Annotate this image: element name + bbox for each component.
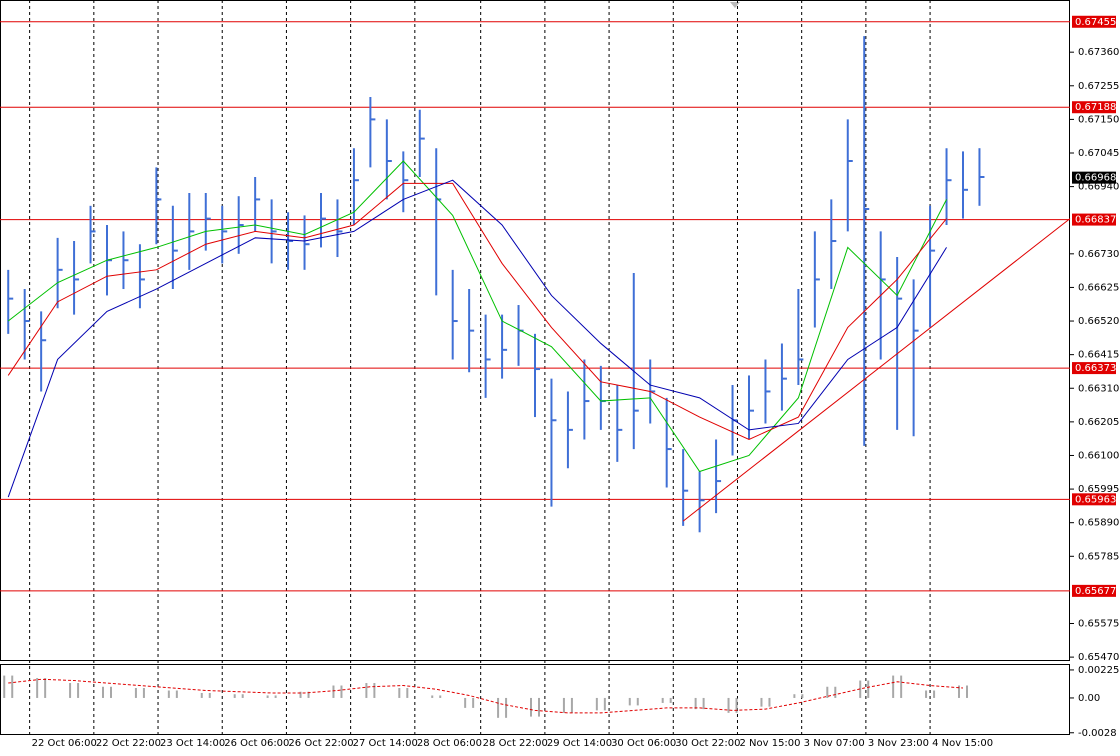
y-tick-label: 0.66730 — [1078, 249, 1119, 260]
level-label: 0.66837 — [1075, 215, 1116, 226]
y-tick-label: 0.67150 — [1078, 114, 1119, 125]
x-tick-label: 28 Oct 22:00 — [483, 738, 548, 749]
level-label-box — [1072, 101, 1116, 114]
level-label-box — [1072, 584, 1116, 597]
y-tick-label: 0.66100 — [1078, 450, 1119, 461]
x-tick-label: 2 Nov 15:00 — [739, 738, 800, 749]
x-tick-label: 30 Oct 06:00 — [611, 738, 676, 749]
x-tick-label: 4 Nov 15:00 — [932, 738, 993, 749]
y-tick-label: 0.002253 — [1078, 665, 1120, 676]
y-tick-label: 0.67045 — [1078, 148, 1119, 159]
moving-average — [7, 182, 947, 441]
level-label-box — [1072, 362, 1116, 375]
trendline — [682, 218, 1071, 522]
signal-line — [8, 678, 964, 714]
y-tick-label: 0.66625 — [1078, 282, 1119, 293]
current-price-box — [1072, 171, 1116, 184]
shift-marker — [730, 2, 740, 8]
level-label: 0.65963 — [1075, 494, 1116, 505]
x-tick-label: 26 Oct 06:00 — [224, 738, 289, 749]
x-tick-label: 28 Oct 06:00 — [417, 738, 482, 749]
moving-average — [7, 160, 947, 473]
y-tick-label: 0.65785 — [1078, 551, 1119, 562]
oscillator-frame — [0, 664, 1070, 735]
y-tick-label: 0.65470 — [1078, 652, 1119, 663]
level-label: 0.65677 — [1075, 586, 1116, 597]
y-tick-label: 0.65995 — [1078, 484, 1119, 495]
level-label: 0.67188 — [1075, 102, 1116, 113]
level-label-box — [1072, 15, 1116, 28]
y-tick-label: 0.00 — [1078, 693, 1100, 704]
current-price-label: 0.66968 — [1075, 173, 1116, 184]
y-tick-label: 0.65575 — [1078, 619, 1119, 630]
level-label-box — [1072, 213, 1116, 226]
x-tick-label: 27 Oct 14:00 — [353, 738, 418, 749]
level-label: 0.66373 — [1075, 363, 1116, 374]
x-tick-label: 22 Oct 22:00 — [96, 738, 161, 749]
y-tick-label: 0.67255 — [1078, 81, 1119, 92]
x-tick-label: 22 Oct 06:00 — [32, 738, 97, 749]
level-label: 0.67455 — [1075, 17, 1116, 28]
moving-average — [7, 179, 947, 498]
x-tick-label: 26 Oct 22:00 — [288, 738, 353, 749]
y-tick-label: 0.65890 — [1078, 518, 1119, 529]
y-tick-label: 0.66310 — [1078, 383, 1119, 394]
y-tick-label: 0.66415 — [1078, 350, 1119, 361]
x-tick-label: 3 Nov 07:00 — [804, 738, 865, 749]
main-frame — [0, 0, 1070, 661]
y-tick-label: 0.67360 — [1078, 47, 1119, 58]
x-tick-label: 30 Oct 22:00 — [675, 738, 740, 749]
x-tick-label: 29 Oct 14:00 — [547, 738, 612, 749]
y-tick-label: -0.0028 — [1078, 728, 1117, 739]
x-tick-label: 3 Nov 23:00 — [868, 738, 929, 749]
y-tick-label: 0.66520 — [1078, 316, 1119, 327]
level-label-box — [1072, 493, 1116, 506]
y-tick-label: 0.66940 — [1078, 182, 1119, 193]
y-tick-label: 0.66205 — [1078, 417, 1119, 428]
x-tick-label: 23 Oct 14:00 — [160, 738, 225, 749]
